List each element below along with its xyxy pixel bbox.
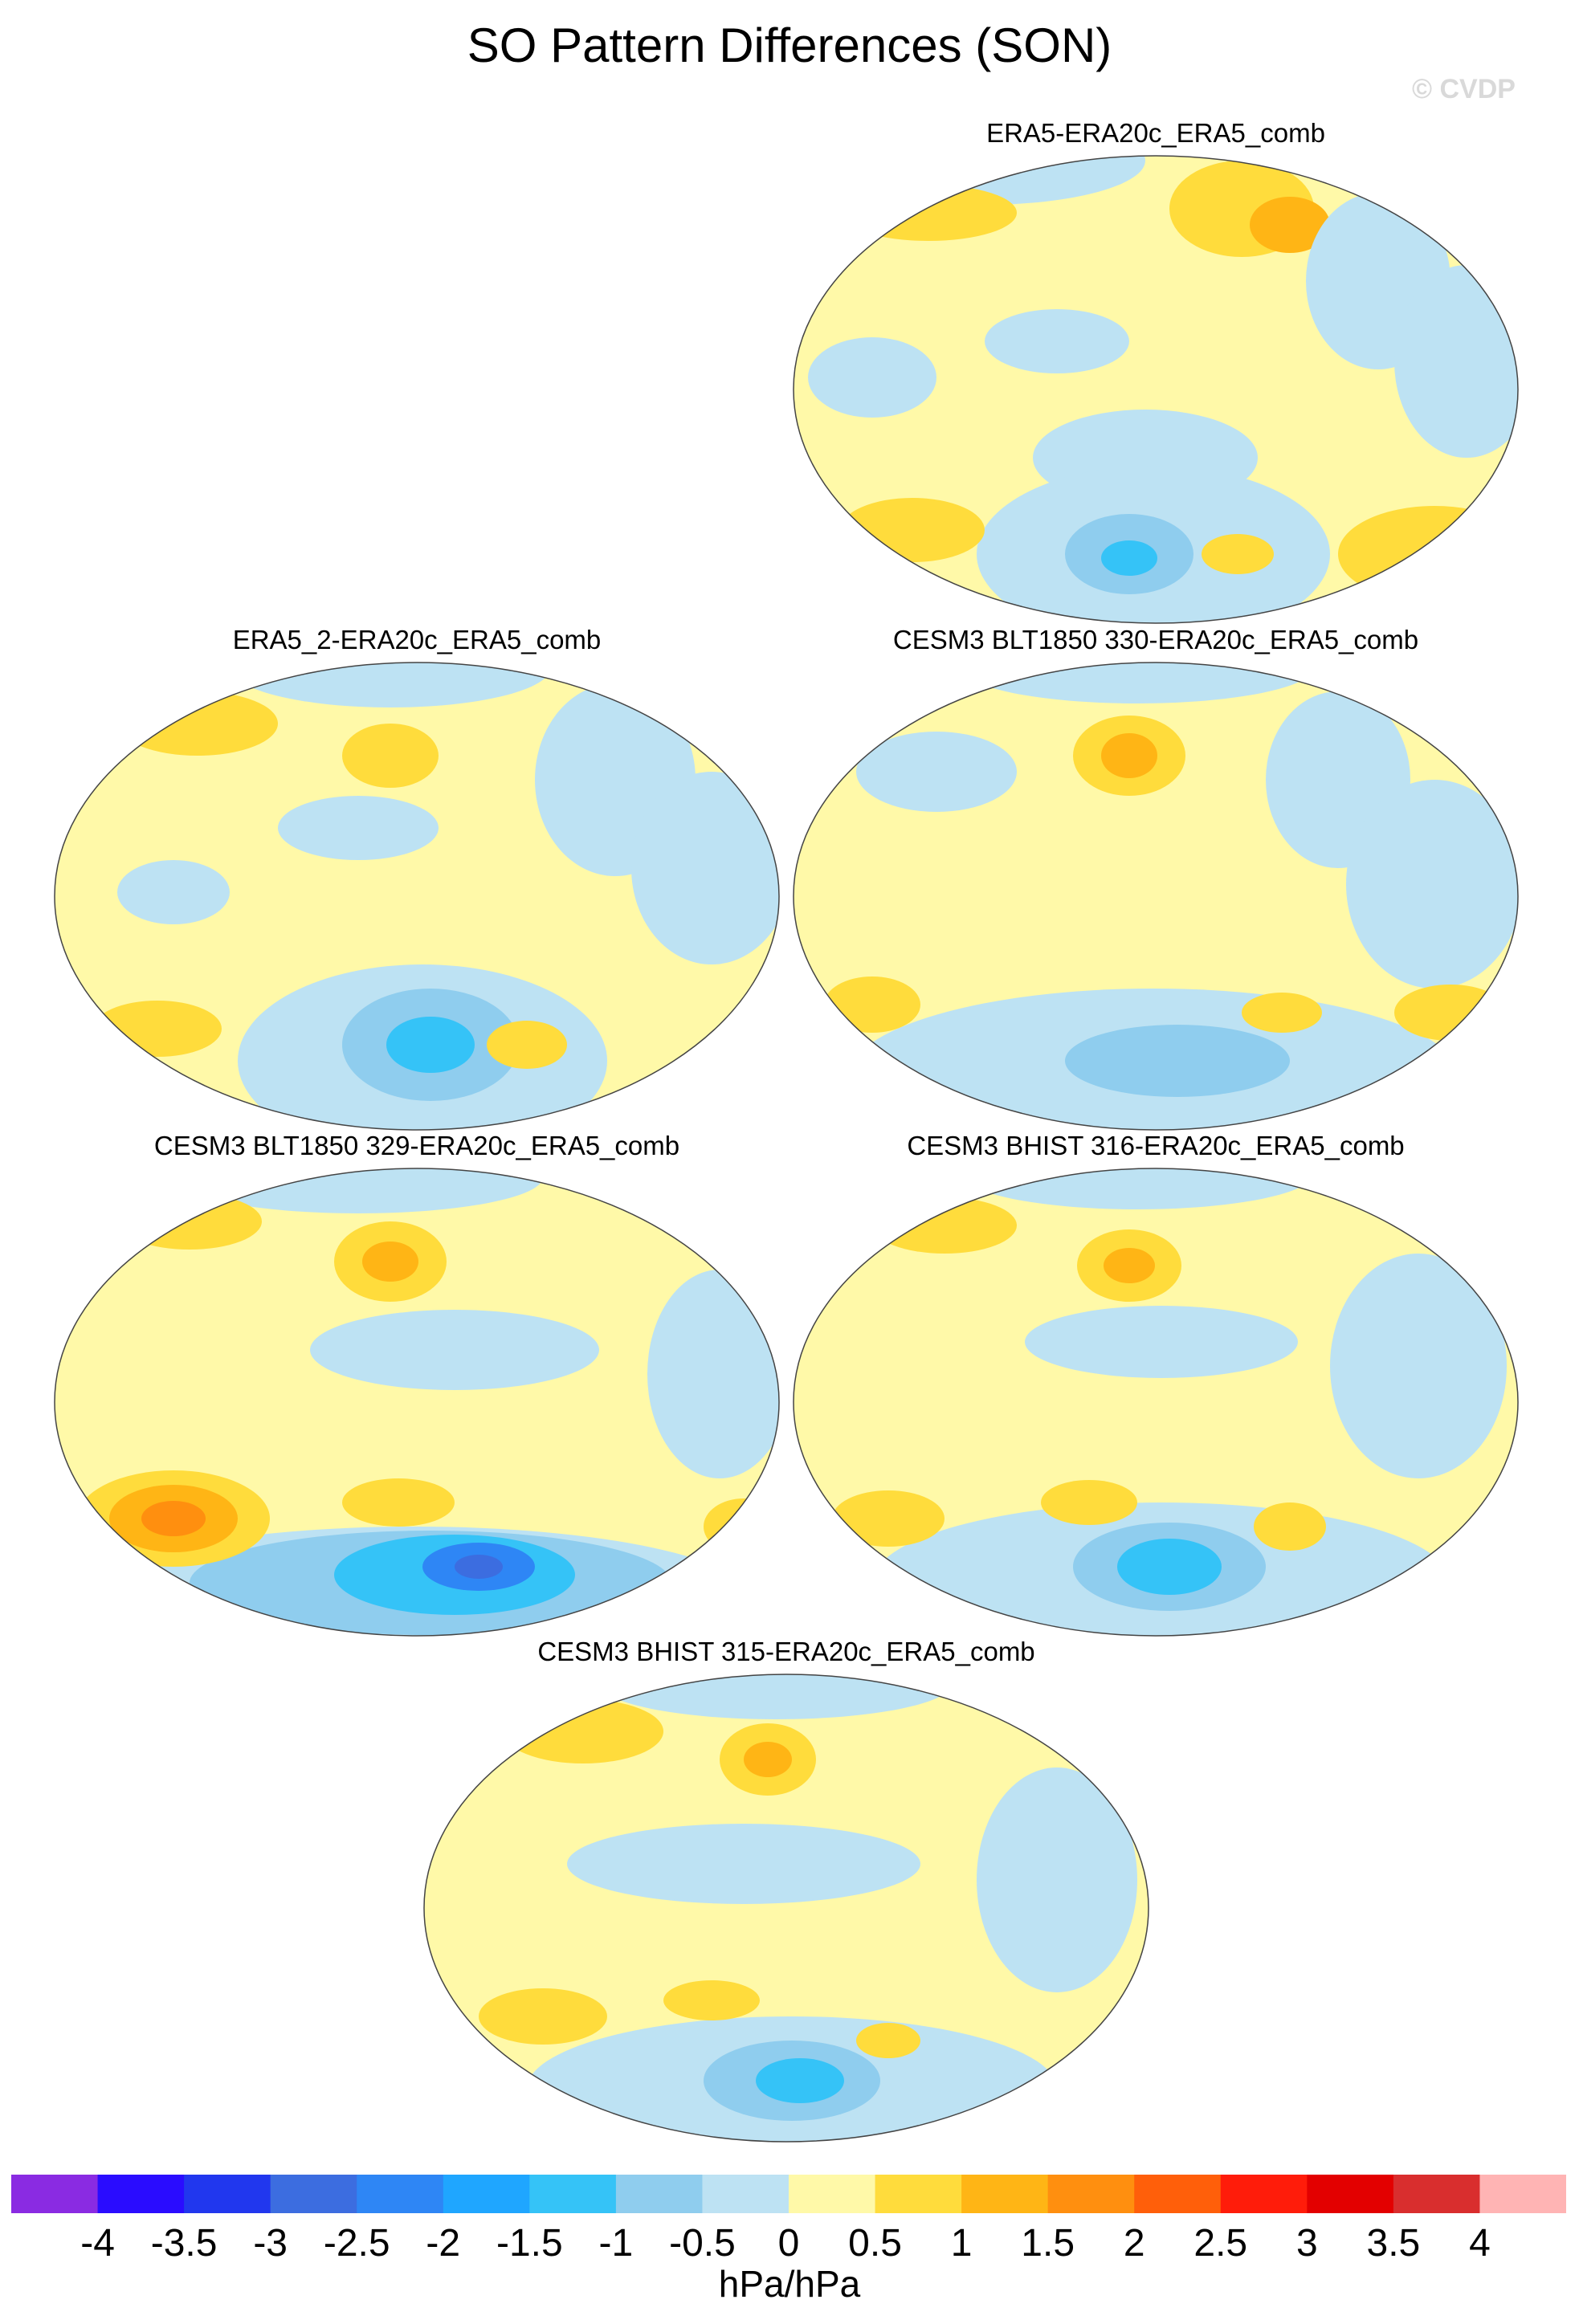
colorbar-swatch [789, 2175, 876, 2213]
map-panel-6: CESM3 BHIST 315-ERA20c_ERA5_comb [422, 1636, 1150, 2145]
colorbar-tick-label: -1 [598, 2222, 634, 2265]
colorbar-units: hPa/hPa [718, 2263, 861, 2305]
colorbar-swatch [615, 2175, 703, 2213]
panel-title: CESM3 BHIST 316-ERA20c_ERA5_comb [907, 1131, 1405, 1160]
colorbar-tick-label: 3.5 [1366, 2222, 1421, 2265]
colorbar-swatch [1479, 2175, 1566, 2213]
panel-title: CESM3 BLT1850 329-ERA20c_ERA5_comb [153, 1131, 680, 1160]
colorbar-tick-label: 0 [777, 2222, 800, 2265]
colorbar-swatch [443, 2175, 530, 2213]
colorbar-swatch [270, 2175, 357, 2213]
colorbar-swatch [1307, 2175, 1394, 2213]
figure-title: SO Pattern Differences (SON) [467, 18, 1112, 72]
colorbar-swatch [357, 2175, 444, 2213]
map-panel-5: CESM3 BHIST 316-ERA20c_ERA5_comb [792, 1130, 1520, 1639]
colorbar-swatch [11, 2175, 99, 2213]
colorbar-swatch [529, 2175, 617, 2213]
pattern-map [423, 1674, 1149, 2143]
colorbar-tick-label: 4 [1469, 2222, 1491, 2265]
colorbar-tick-label: 2 [1123, 2222, 1145, 2265]
map-panel-4: CESM3 BLT1850 329-ERA20c_ERA5_comb [53, 1130, 781, 1639]
colorbar-swatch [1393, 2175, 1480, 2213]
cvdp-watermark: © CVDP [1412, 74, 1516, 104]
colorbar-tick-label: 1 [950, 2222, 973, 2265]
map-panel-3: CESM3 BLT1850 330-ERA20c_ERA5_comb [792, 624, 1520, 1133]
colorbar-tick-label: 1.5 [1021, 2222, 1075, 2265]
colorbar-swatch [97, 2175, 185, 2213]
map-panel-2: ERA5_2-ERA20c_ERA5_comb [53, 624, 781, 1133]
colorbar-tick-label: -2.5 [323, 2222, 390, 2265]
pattern-map [793, 155, 1519, 624]
colorbar-tick-label: 3 [1295, 2222, 1318, 2265]
colorbar [11, 2175, 1566, 2213]
pattern-map [54, 662, 780, 1131]
colorbar-tick-label: -3 [253, 2222, 288, 2265]
colorbar-tick-label: -2 [426, 2222, 461, 2265]
colorbar-swatch [184, 2175, 271, 2213]
colorbar-swatches [11, 2175, 1566, 2213]
colorbar-tick-label: -0.5 [669, 2222, 736, 2265]
panel-title: ERA5_2-ERA20c_ERA5_comb [232, 625, 602, 654]
colorbar-swatch [1220, 2175, 1308, 2213]
pattern-map [793, 662, 1519, 1131]
colorbar-tick-label: 0.5 [848, 2222, 902, 2265]
panel-title: CESM3 BHIST 315-ERA20c_ERA5_comb [537, 1637, 1035, 1666]
map-panel-1: ERA5-ERA20c_ERA5_comb [792, 117, 1520, 626]
pattern-map [54, 1168, 780, 1637]
colorbar-tick-label: -4 [80, 2222, 115, 2265]
colorbar-swatch [702, 2175, 790, 2213]
colorbar-swatch [1047, 2175, 1135, 2213]
colorbar-tick-label: 2.5 [1193, 2222, 1248, 2265]
colorbar-tick-label: -1.5 [496, 2222, 563, 2265]
panel-title: CESM3 BLT1850 330-ERA20c_ERA5_comb [892, 625, 1419, 654]
panel-title: ERA5-ERA20c_ERA5_comb [986, 118, 1325, 148]
colorbar-tick-label: -3.5 [150, 2222, 218, 2265]
colorbar-swatch [875, 2175, 962, 2213]
colorbar-swatch [961, 2175, 1049, 2213]
colorbar-swatch [1134, 2175, 1222, 2213]
pattern-map [793, 1168, 1519, 1637]
